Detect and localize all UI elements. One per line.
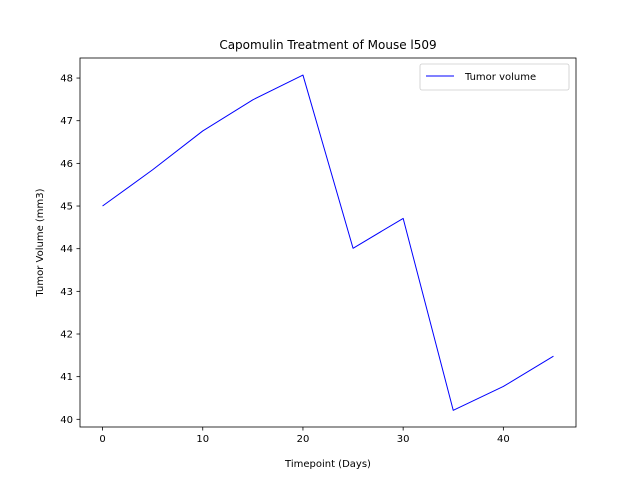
x-axis-ticks: 0 10 20 30 40 bbox=[99, 427, 510, 445]
y-tick-label: 47 bbox=[60, 116, 73, 127]
y-axis-label: Tumor Volume (mm3) bbox=[35, 188, 46, 297]
x-tick-label: 30 bbox=[397, 434, 410, 445]
y-tick-label: 44 bbox=[60, 244, 73, 255]
x-tick-label: 0 bbox=[99, 434, 105, 445]
y-tick-label: 46 bbox=[60, 159, 73, 170]
series-line-0 bbox=[102, 74, 554, 411]
y-tick-label: 42 bbox=[60, 330, 73, 341]
legend: Tumor volume bbox=[419, 63, 570, 91]
legend-label: Tumor volume bbox=[464, 72, 536, 83]
y-tick-label: 48 bbox=[60, 74, 73, 85]
x-tick-label: 20 bbox=[297, 434, 310, 445]
chart-title: Capomulin Treatment of Mouse l509 bbox=[219, 38, 436, 52]
y-axis-ticks: 40 41 42 43 44 45 46 47 48 bbox=[60, 74, 80, 426]
y-tick-label: 41 bbox=[60, 372, 73, 383]
y-tick-label: 45 bbox=[60, 202, 73, 213]
x-tick-label: 10 bbox=[196, 434, 209, 445]
series-layer bbox=[102, 74, 554, 411]
y-tick-label: 43 bbox=[60, 287, 73, 298]
axes-frame bbox=[79, 57, 577, 428]
x-tick-label: 40 bbox=[497, 434, 510, 445]
y-tick-label: 40 bbox=[60, 415, 73, 426]
x-axis-label: Timepoint (Days) bbox=[284, 459, 371, 470]
legend-box bbox=[419, 63, 570, 91]
